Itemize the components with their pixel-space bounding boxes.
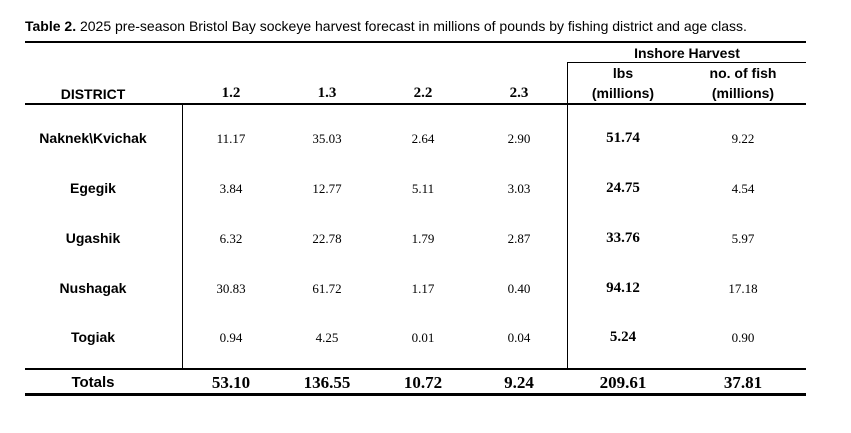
value-cell: 1.79 bbox=[411, 231, 435, 246]
value-cell: 35.03 bbox=[312, 131, 342, 146]
value-cell: 5.11 bbox=[411, 181, 435, 196]
value-cell: 0.01 bbox=[411, 330, 435, 345]
value-cell: 4.25 bbox=[315, 330, 339, 345]
lbs-cell: 24.75 bbox=[606, 180, 640, 196]
lbs-cell: 51.74 bbox=[606, 130, 640, 146]
total-cell: 10.72 bbox=[403, 373, 443, 392]
value-cell: 2.64 bbox=[411, 131, 435, 146]
vertical-divider-right bbox=[567, 62, 568, 368]
value-cell: 2.87 bbox=[507, 231, 531, 246]
totals-label: Totals bbox=[71, 374, 115, 391]
caption-text: 2025 pre-season Bristol Bay sockeye harv… bbox=[76, 18, 747, 34]
value-cell: 12.77 bbox=[312, 181, 342, 196]
value-cell: 6.32 bbox=[219, 231, 243, 246]
lbs-cell: 94.12 bbox=[606, 280, 640, 296]
value-cell: 0.40 bbox=[507, 281, 531, 296]
total-cell: 136.55 bbox=[303, 373, 351, 392]
value-cell: 11.17 bbox=[216, 131, 246, 146]
value-cell: 2.90 bbox=[507, 131, 531, 146]
lbs-cell: 5.24 bbox=[609, 329, 637, 345]
total-cell: 53.10 bbox=[211, 373, 251, 392]
value-cell: 30.83 bbox=[216, 281, 246, 296]
lbs-header-bottom: (millions) bbox=[591, 85, 655, 101]
inshore-harvest-header: Inshore Harvest bbox=[634, 45, 740, 61]
fish-cell: 9.22 bbox=[731, 131, 755, 146]
district-cell: Togiak bbox=[70, 329, 116, 345]
lbs-cell: 33.76 bbox=[606, 230, 640, 246]
value-cell: 1.17 bbox=[411, 281, 435, 296]
value-cell: 22.78 bbox=[312, 231, 342, 246]
age-header-2-3: 2.3 bbox=[509, 85, 529, 101]
value-cell: 0.04 bbox=[507, 330, 531, 345]
fish-header-top: no. of fish bbox=[709, 65, 777, 81]
top-rule bbox=[25, 41, 806, 43]
total-lbs-cell: 209.61 bbox=[599, 373, 647, 392]
table-caption: Table 2. 2025 pre-season Bristol Bay soc… bbox=[25, 18, 825, 34]
total-cell: 9.24 bbox=[504, 373, 534, 392]
inshore-underline bbox=[568, 62, 806, 63]
header-bottom-rule bbox=[25, 103, 806, 105]
age-header-2-2: 2.2 bbox=[413, 85, 433, 101]
lbs-header-top: lbs bbox=[612, 65, 634, 81]
district-cell: Ugashik bbox=[65, 230, 121, 246]
fish-header-bottom: (millions) bbox=[711, 85, 775, 101]
fish-cell: 4.54 bbox=[731, 181, 755, 196]
value-cell: 0.94 bbox=[219, 330, 243, 345]
vertical-divider-left bbox=[182, 103, 183, 368]
total-fish-cell: 37.81 bbox=[723, 373, 763, 392]
caption-label: Table 2. bbox=[25, 18, 77, 34]
district-cell: Naknek\Kvichak bbox=[39, 130, 147, 146]
fish-cell: 17.18 bbox=[728, 281, 758, 296]
district-cell: Nushagak bbox=[59, 280, 127, 296]
totals-top-rule bbox=[25, 368, 806, 370]
district-header: DISTRICT bbox=[60, 86, 126, 102]
value-cell: 61.72 bbox=[312, 281, 342, 296]
fish-cell: 5.97 bbox=[731, 231, 755, 246]
bottom-rule bbox=[25, 393, 806, 396]
value-cell: 3.03 bbox=[507, 181, 531, 196]
age-header-1-3: 1.3 bbox=[317, 85, 337, 101]
age-header-1-2: 1.2 bbox=[221, 85, 241, 101]
district-cell: Egegik bbox=[70, 180, 116, 196]
fish-cell: 0.90 bbox=[731, 330, 755, 345]
value-cell: 3.84 bbox=[219, 181, 243, 196]
